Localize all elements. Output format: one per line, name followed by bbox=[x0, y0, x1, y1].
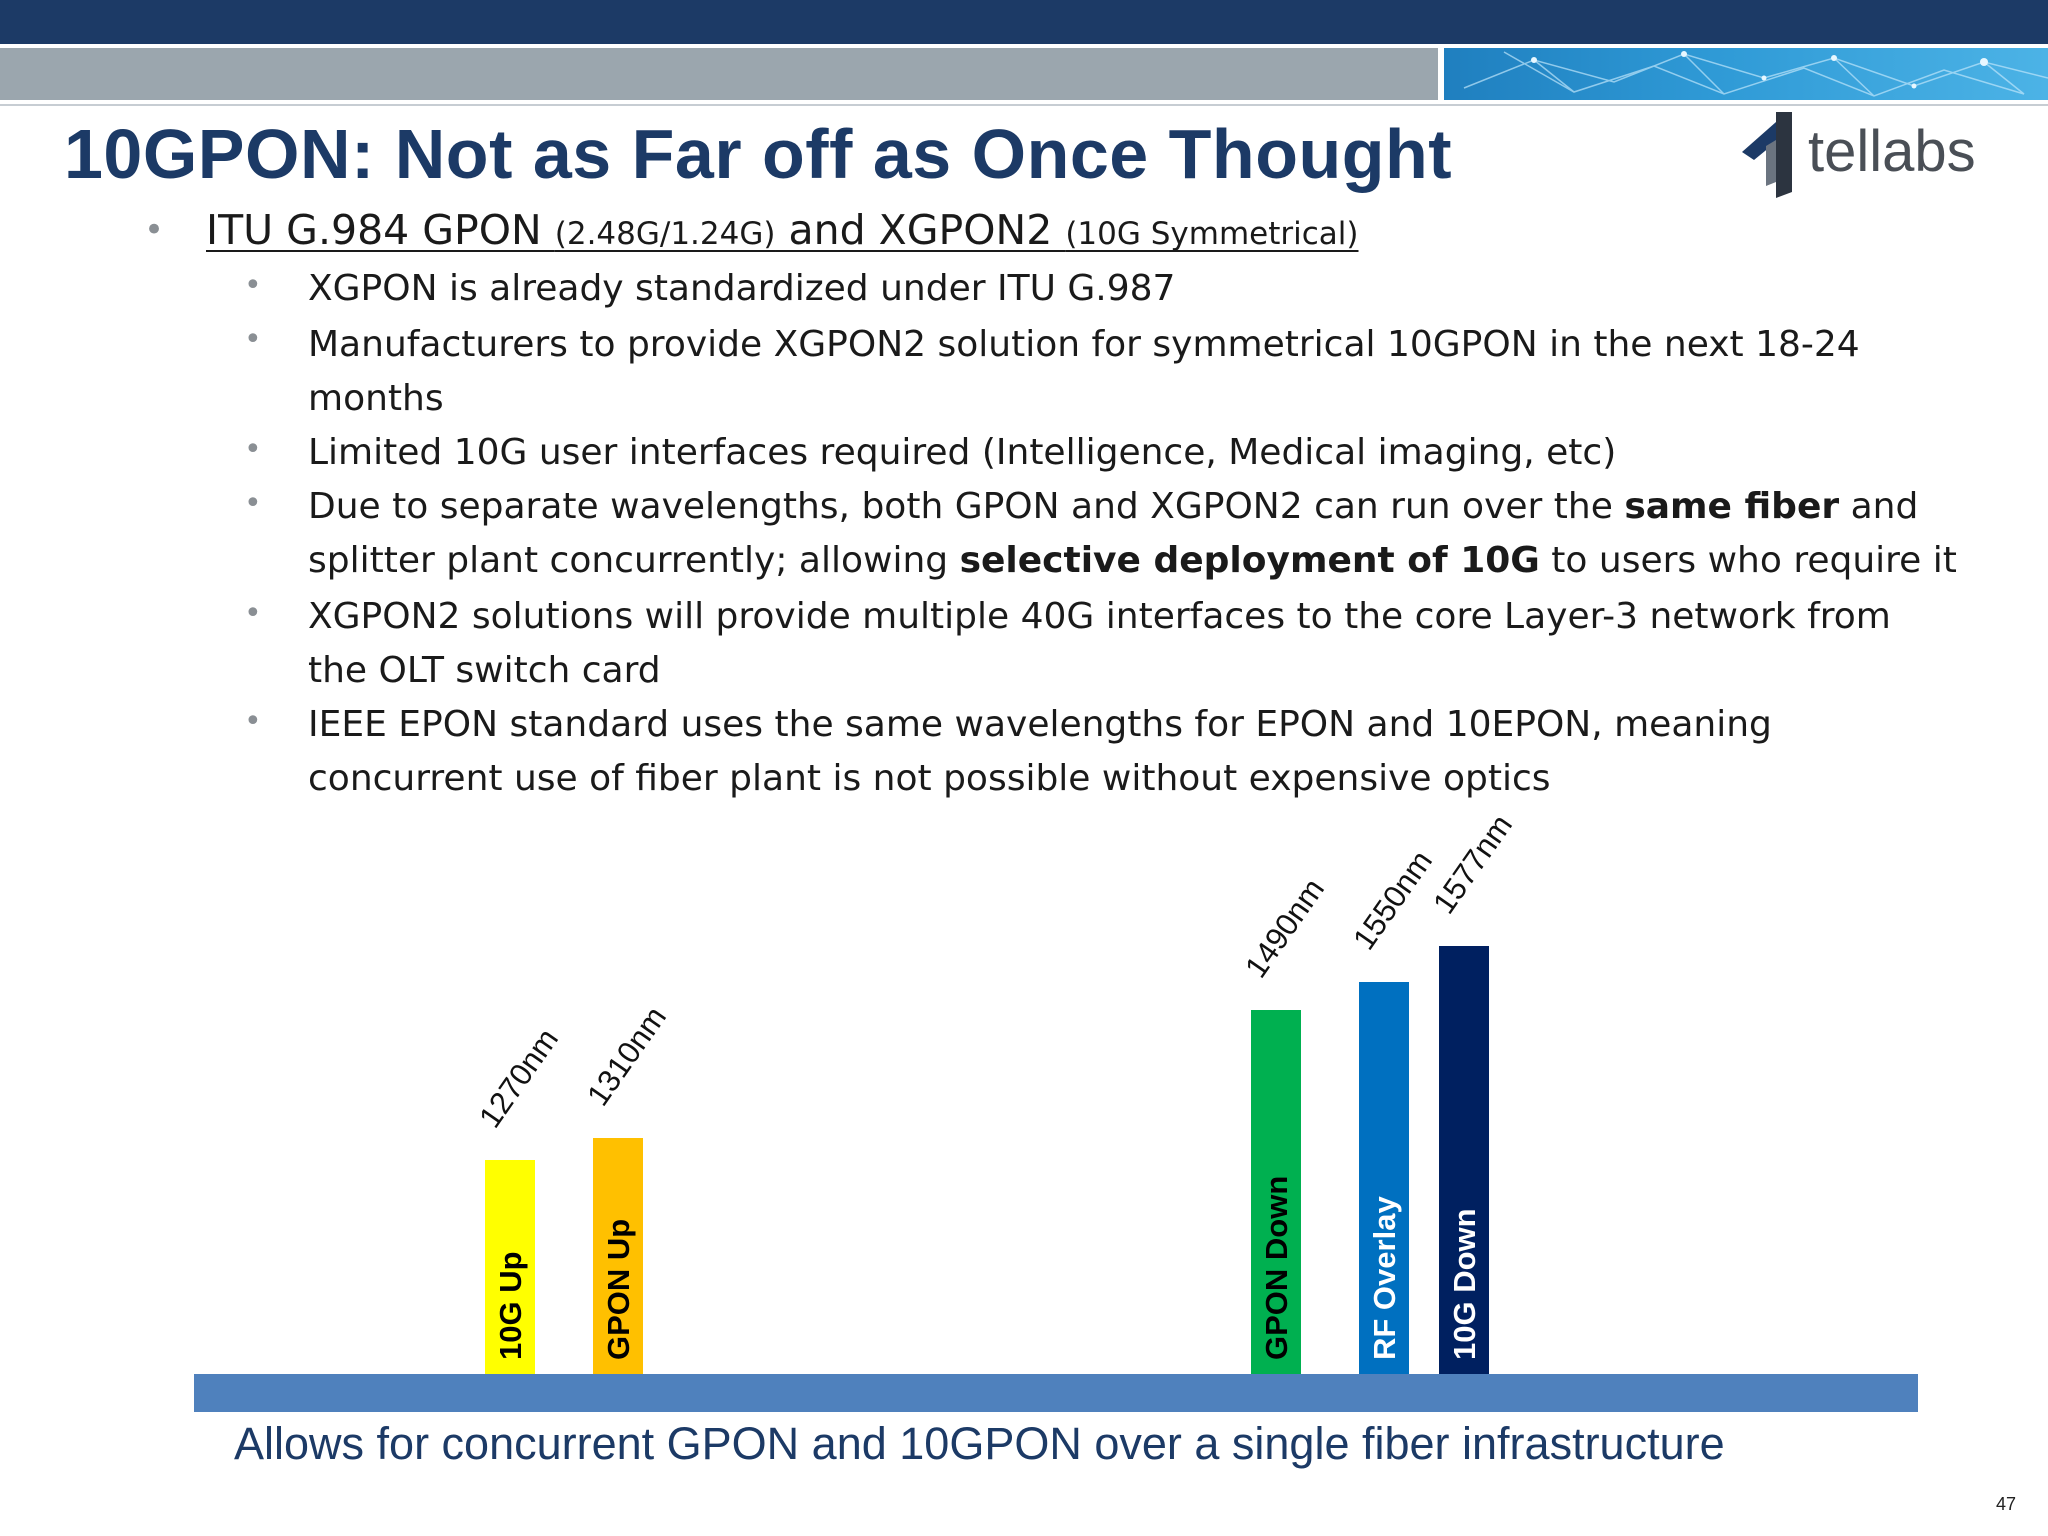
sub-bullet-emphasis: selective deployment of 10G bbox=[959, 540, 1540, 581]
bullet-dot: • bbox=[244, 486, 262, 521]
bullet-dot: • bbox=[144, 210, 165, 250]
fiber-baseline bbox=[194, 1374, 1918, 1412]
header-grey-band bbox=[0, 48, 1438, 100]
main-bullet-part: and XGPON2 bbox=[775, 206, 1066, 254]
wavelength-bar bbox=[1359, 982, 1409, 1374]
bullet-dot: • bbox=[244, 596, 262, 631]
bar-label: RF Overlay bbox=[1367, 1196, 1402, 1360]
sub-bullet-text: and bbox=[1839, 486, 1919, 527]
chart-caption: Allows for concurrent GPON and 10GPON ov… bbox=[234, 1418, 1725, 1469]
sub-bullet-text: splitter plant concurrently; allowing bbox=[308, 540, 960, 581]
bar-label: GPON Up bbox=[601, 1219, 636, 1360]
wavelength-label: 1270nm bbox=[472, 1022, 565, 1134]
header-top-band bbox=[0, 0, 2048, 44]
header-rule bbox=[0, 104, 2048, 106]
sub-bullet-text: to users who require it bbox=[1539, 540, 1957, 581]
header-network-graphic bbox=[1444, 48, 2048, 100]
page-number: 47 bbox=[1996, 1494, 2017, 1514]
tellabs-logo-icon bbox=[1742, 112, 1792, 198]
header-divider bbox=[0, 44, 2048, 48]
sub-bullet-text: XGPON is already standardized under ITU … bbox=[308, 268, 1176, 309]
bar-label: 10G Up bbox=[493, 1251, 528, 1360]
bar-label: GPON Down bbox=[1259, 1176, 1294, 1360]
sub-bullet-text: Manufacturers to provide XGPON2 solution… bbox=[308, 324, 1860, 365]
sub-bullet-1: XGPON is already standardized under ITU … bbox=[308, 262, 2008, 316]
sub-bullet-2: Manufacturers to provide XGPON2 solution… bbox=[308, 318, 2008, 426]
bullet-dot: • bbox=[244, 432, 262, 467]
sub-bullet-4: Due to separate wavelengths, both GPON a… bbox=[308, 480, 2008, 588]
tellabs-logo-text: tellabs bbox=[1808, 119, 1976, 184]
sub-bullet-text: XGPON2 solutions will provide multiple 4… bbox=[308, 596, 1891, 637]
wavelength-label: 1310nm bbox=[580, 1000, 673, 1112]
main-bullet-part: ITU G.984 GPON bbox=[206, 206, 555, 254]
sub-bullet-text: concurrent use of fiber plant is not pos… bbox=[308, 758, 1551, 799]
wavelength-bar bbox=[1439, 946, 1489, 1374]
main-bullet-part: (2.48G/1.24G) bbox=[554, 216, 776, 252]
wavelength-label: 1577nm bbox=[1426, 808, 1519, 920]
wavelength-label: 1490nm bbox=[1238, 872, 1331, 984]
bullet-dot: • bbox=[244, 322, 262, 357]
bullet-dot: • bbox=[244, 704, 262, 739]
bar-label: 10G Down bbox=[1447, 1208, 1482, 1360]
sub-bullet-text: months bbox=[308, 378, 444, 419]
sub-bullet-text: the OLT switch card bbox=[308, 650, 661, 691]
bullet-dot: • bbox=[244, 268, 262, 303]
sub-bullet-text: Due to separate wavelengths, both GPON a… bbox=[308, 486, 1625, 527]
wavelength-bar bbox=[1251, 1010, 1301, 1374]
sub-bullet-text: Limited 10G user interfaces required (In… bbox=[308, 432, 1617, 473]
sub-bullet-text: IEEE EPON standard uses the same wavelen… bbox=[308, 704, 1772, 745]
slide-title: 10GPON: Not as Far off as Once Thought bbox=[64, 115, 1453, 193]
tellabs-logo: tellabs bbox=[1736, 112, 2036, 198]
wavelength-bar bbox=[593, 1138, 643, 1374]
sub-bullet-6: IEEE EPON standard uses the same wavelen… bbox=[308, 698, 2008, 806]
main-bullet: ITU G.984 GPON (2.48G/1.24G) and XGPON2 … bbox=[206, 206, 1359, 254]
sub-bullet-emphasis: same fiber bbox=[1624, 486, 1840, 527]
wavelength-bar bbox=[485, 1160, 535, 1374]
sub-bullet-5: XGPON2 solutions will provide multiple 4… bbox=[308, 590, 2008, 698]
sub-bullet-3: Limited 10G user interfaces required (In… bbox=[308, 426, 2008, 480]
main-bullet-part: (10G Symmetrical) bbox=[1065, 216, 1359, 252]
